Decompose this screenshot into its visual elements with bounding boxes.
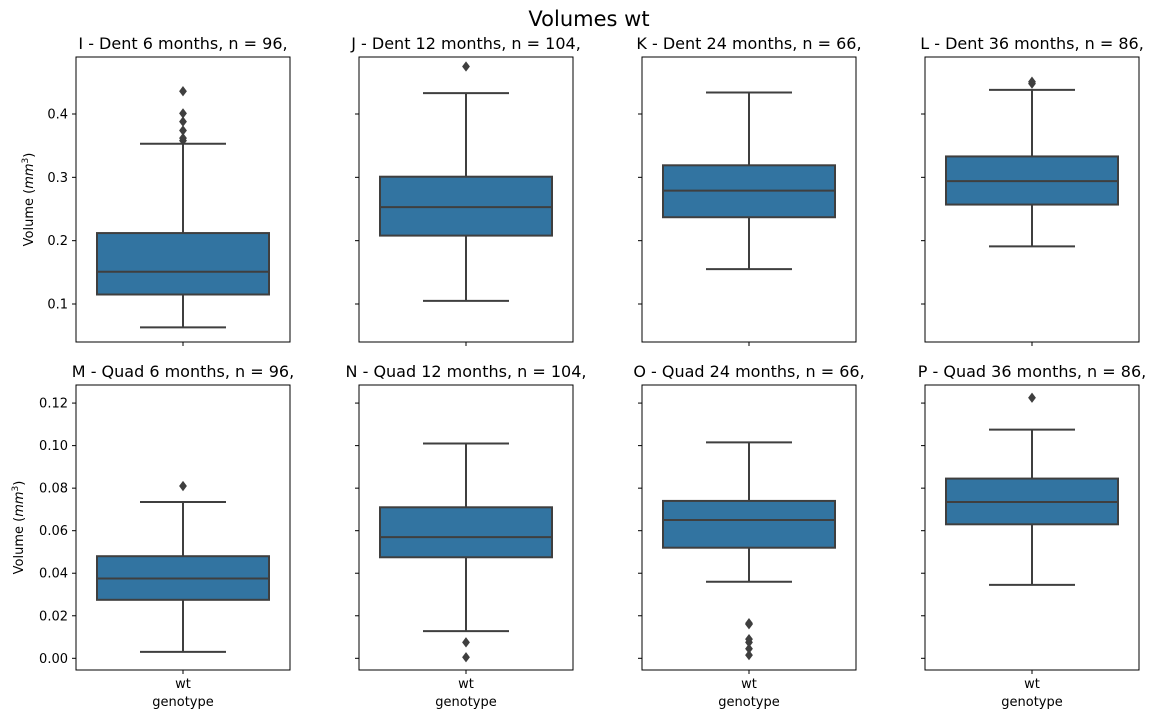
y-tick-label: 0.10 [39, 439, 68, 454]
panel-7: O - Quad 24 months, n = 66, wt genotype [633, 362, 864, 710]
panel-title: M - Quad 6 months, n = 96, [72, 362, 294, 381]
y-axis-label: Volume (mm3) [21, 153, 37, 247]
outlier-point [745, 649, 753, 661]
outlier-point [179, 125, 187, 136]
y-tick-label: 0.06 [39, 524, 68, 539]
outlier-point [462, 637, 470, 648]
box-iqr [379, 506, 553, 559]
x-tick-label: wt [741, 677, 757, 692]
y-axis-label: Volume (mm3) [11, 481, 27, 575]
panel-title: I - Dent 6 months, n = 96, [78, 34, 287, 53]
y-tick-label: 0.02 [39, 609, 68, 624]
outlier-point [462, 61, 470, 72]
y-tick-label: 0.12 [39, 397, 68, 412]
panel-title: L - Dent 36 months, n = 86, [920, 34, 1144, 53]
y-tick-label: 0.3 [47, 171, 68, 186]
axes-frame [75, 56, 291, 343]
panel-6: N - Quad 12 months, n = 104, wt genotype [346, 362, 587, 710]
axes-frame [924, 384, 1140, 671]
axes-frame [358, 56, 574, 343]
y-tick-label: 0.04 [39, 567, 68, 582]
axes-frame [75, 384, 291, 671]
panel-5: M - Quad 6 months, n = 96, 0.00 0.02 0.04 0.… [11, 362, 294, 710]
y-tick-label: 0.2 [47, 234, 68, 249]
figure-title: Volumes wt [528, 7, 649, 31]
panel-title: N - Quad 12 months, n = 104, [346, 362, 587, 381]
panel-title: J - Dent 12 months, n = 104, [350, 34, 581, 53]
panel-4: L - Dent 36 months, n = 86, [920, 34, 1144, 346]
y-tick-label: 0.1 [47, 298, 68, 313]
outlier-point [745, 633, 753, 645]
outlier-point [745, 618, 753, 629]
x-axis-label: genotype [1001, 695, 1062, 710]
panel-8: P - Quad 36 months, n = 86, wt genotype [918, 362, 1146, 710]
x-axis-label: genotype [718, 695, 779, 710]
outlier-point [462, 652, 470, 663]
panel-title: O - Quad 24 months, n = 66, [633, 362, 864, 381]
outlier-point [179, 116, 187, 127]
outlier-point [179, 132, 187, 144]
outlier-point [1028, 392, 1036, 403]
x-axis-label: genotype [435, 695, 496, 710]
box-iqr [96, 232, 270, 296]
axes-frame [641, 384, 857, 671]
x-tick-label: wt [1024, 677, 1040, 692]
axes-frame [358, 384, 574, 671]
panel-title: K - Dent 24 months, n = 66, [636, 34, 861, 53]
axes-frame [641, 56, 857, 343]
panel-title: P - Quad 36 months, n = 86, [918, 362, 1146, 381]
panels-group: I - Dent 6 months, n = 96, 0.1 0.2 0.3 0.4 Vo… [11, 34, 1146, 710]
x-tick-label: wt [458, 677, 474, 692]
y-tick-label: 0.08 [39, 482, 68, 497]
axes-frame [924, 56, 1140, 343]
panel-2: J - Dent 12 months, n = 104, [350, 34, 581, 346]
outlier-point [179, 86, 187, 97]
x-axis-label: genotype [152, 695, 213, 710]
y-tick-label: 0.4 [47, 108, 68, 123]
panel-3: K - Dent 24 months, n = 66, [636, 34, 862, 346]
panel-1: I - Dent 6 months, n = 96, 0.1 0.2 0.3 0.4 Vo… [21, 34, 291, 346]
outlier-point [179, 480, 187, 492]
outlier-point [179, 108, 187, 119]
outlier-point [745, 643, 753, 654]
x-tick-label: wt [175, 677, 191, 692]
box-iqr [662, 499, 836, 549]
y-tick-label: 0.00 [39, 652, 68, 667]
outlier-point [1028, 76, 1036, 87]
